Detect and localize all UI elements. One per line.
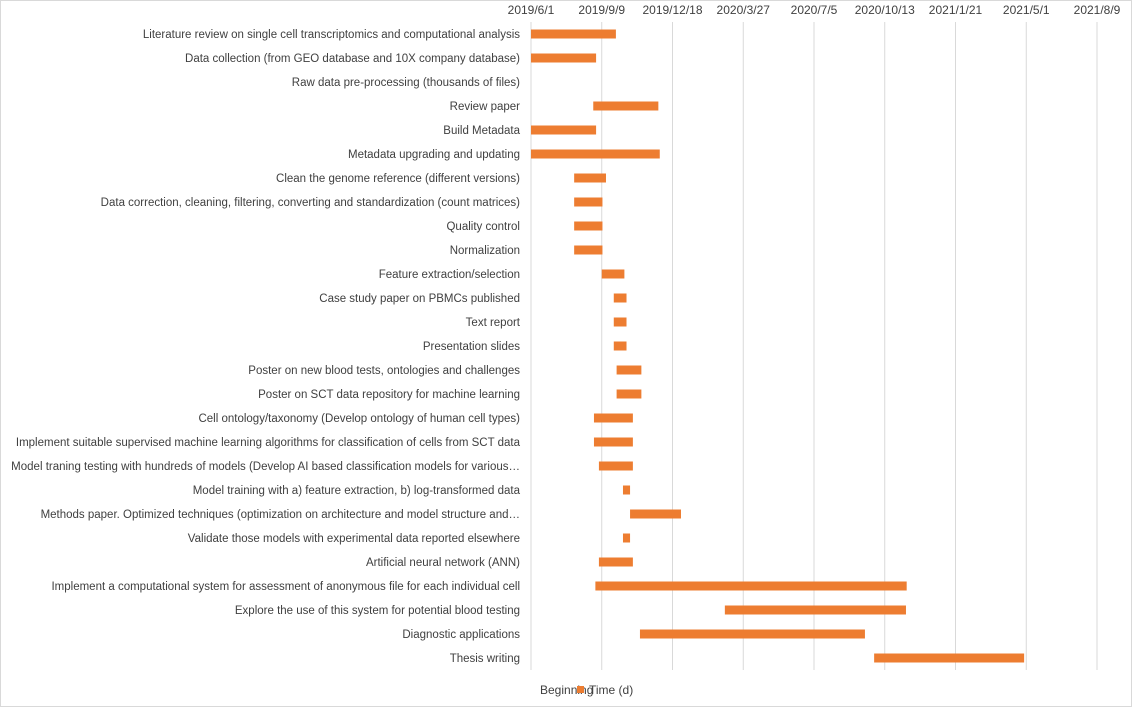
- task-label: Build Metadata: [443, 125, 520, 137]
- gridlines: [530, 22, 1098, 670]
- bar-duration: [613, 293, 627, 303]
- bar-duration: [574, 245, 603, 255]
- x-tick-label: 2019/9/9: [578, 3, 625, 17]
- task-label: Normalization: [450, 245, 520, 257]
- legend-label-beginning: Beginning: [540, 683, 593, 697]
- task-label: Literature review on single cell transcr…: [143, 29, 520, 41]
- bar-duration: [616, 389, 642, 399]
- task-label: Poster on new blood tests, ontologies an…: [248, 365, 520, 377]
- bar-duration: [613, 341, 627, 351]
- task-label: Model traning testing with hundreds of m…: [11, 461, 520, 473]
- bar-duration: [622, 485, 631, 495]
- bar-duration: [598, 461, 633, 471]
- task-label: Implement a computational system for ass…: [51, 581, 520, 593]
- bar-duration: [630, 509, 681, 519]
- x-tick-label: 2020/3/27: [717, 3, 771, 17]
- bar-duration: [531, 29, 616, 39]
- x-tick-label: 2019/6/1: [508, 3, 555, 17]
- bar-duration: [574, 173, 606, 183]
- task-label: Artificial neural network (ANN): [366, 557, 520, 569]
- bar-duration: [598, 557, 633, 567]
- bar-duration: [874, 653, 1025, 663]
- task-label: Quality control: [446, 221, 520, 233]
- task-label: Diagnostic applications: [402, 629, 520, 641]
- task-label: Feature extraction/selection: [379, 269, 520, 281]
- x-tick-label: 2020/7/5: [791, 3, 838, 17]
- task-label: Review paper: [450, 101, 520, 113]
- bar-duration: [593, 413, 633, 423]
- task-label: Poster on SCT data repository for machin…: [258, 389, 520, 401]
- task-label: Text report: [466, 317, 521, 329]
- task-label: Clean the genome reference (different ve…: [276, 173, 520, 185]
- bar-duration: [622, 533, 631, 543]
- x-tick-label: 2019/12/18: [642, 3, 702, 17]
- task-label: Case study paper on PBMCs published: [319, 293, 520, 305]
- bar-duration: [724, 605, 906, 615]
- task-label: Explore the use of this system for poten…: [235, 605, 520, 617]
- bar-duration: [531, 125, 597, 135]
- task-label: Metadata upgrading and updating: [348, 149, 520, 161]
- task-label: Thesis writing: [450, 653, 520, 665]
- bar-duration: [593, 101, 659, 111]
- task-label: Cell ontology/taxonomy (Develop ontology…: [198, 413, 520, 425]
- task-label: Raw data pre-processing (thousands of fi…: [292, 77, 520, 89]
- bar-duration: [531, 53, 597, 63]
- y-axis-category-labels: Literature review on single cell transcr…: [11, 29, 521, 665]
- x-tick-label: 2021/5/1: [1003, 3, 1050, 17]
- bar-duration: [574, 221, 603, 231]
- task-label: Presentation slides: [423, 341, 520, 353]
- x-axis-ticks: 2019/6/1 2019/9/9 2019/12/18 2020/3/27 2020/…: [508, 3, 1121, 17]
- bar-duration: [531, 149, 660, 159]
- task-label: Methods paper. Optimized techniques (opt…: [41, 509, 520, 521]
- task-label: Validate those models with experimental …: [188, 533, 520, 545]
- task-bars: [531, 29, 1025, 663]
- bar-duration: [601, 269, 625, 279]
- legend-swatch-time: [577, 686, 584, 693]
- task-label: Model training with a) feature extractio…: [193, 485, 521, 497]
- x-tick-label: 2021/1/21: [929, 3, 983, 17]
- task-label: Implement suitable supervised machine le…: [16, 437, 521, 449]
- bar-duration: [639, 629, 865, 639]
- bar-duration: [574, 197, 603, 207]
- bar-duration: [616, 365, 642, 375]
- task-label: Data collection (from GEO database and 1…: [185, 53, 520, 65]
- bar-duration: [595, 581, 907, 591]
- bar-duration: [593, 437, 633, 447]
- x-tick-label: 2020/10/13: [855, 3, 915, 17]
- x-tick-label: 2021/8/9: [1074, 3, 1121, 17]
- legend-label-time: Time (d): [589, 683, 633, 697]
- bar-duration: [613, 317, 627, 327]
- task-label: Data correction, cleaning, filtering, co…: [101, 197, 520, 209]
